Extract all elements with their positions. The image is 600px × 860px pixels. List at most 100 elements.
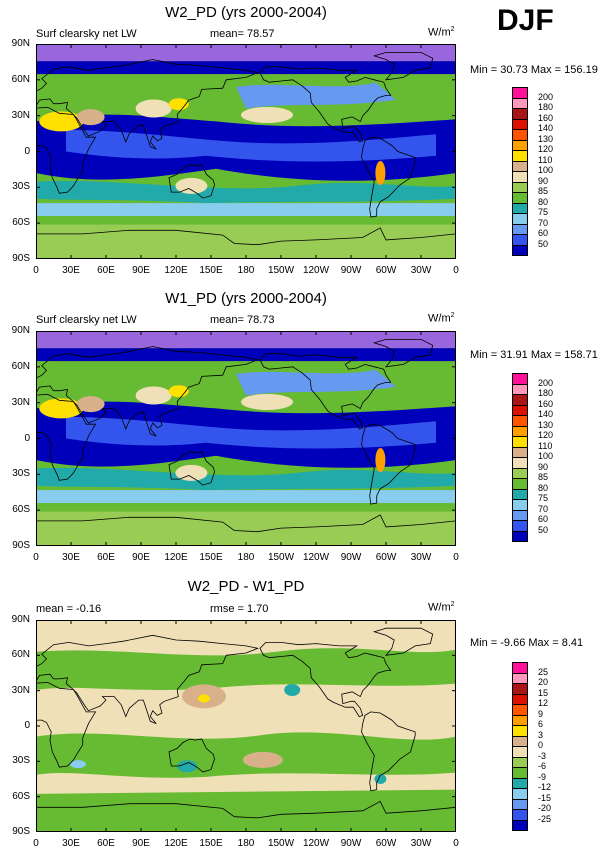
panel-2-variable-label: Surf clearsky net LW bbox=[36, 314, 137, 326]
colorbar-label: 60 bbox=[538, 514, 549, 524]
colorbar-label: 50 bbox=[538, 238, 549, 249]
lon-tick-label: 0 bbox=[453, 552, 459, 563]
lon-tick-label: 90E bbox=[132, 552, 150, 563]
panel-1-mean-label: mean= 78.57 bbox=[210, 28, 275, 40]
lat-tick-label: 60N bbox=[11, 649, 30, 661]
lon-tick-label: 120E bbox=[164, 552, 188, 563]
lon-tick-label: 90E bbox=[132, 838, 150, 849]
panel-3-units: W/m2 bbox=[428, 601, 455, 614]
lat-tick-label: 90N bbox=[11, 614, 30, 625]
lat-tick-label: 30S bbox=[12, 468, 30, 480]
colorbar-label: 20 bbox=[538, 677, 549, 687]
panel-2-map bbox=[36, 331, 456, 546]
lat-tick-label: 60N bbox=[11, 73, 30, 85]
lon-tick-label: 120W bbox=[302, 552, 330, 563]
panel-2-mean-label: mean= 78.73 bbox=[210, 314, 275, 326]
lon-tick-label: 150E bbox=[199, 265, 223, 276]
colorbar-label: 90 bbox=[538, 461, 549, 472]
colorbar-label: 160 bbox=[538, 112, 554, 123]
panel-3-title: W2_PD - W1_PD bbox=[187, 578, 305, 595]
lat-tick-label: 30S bbox=[12, 755, 30, 767]
colorbar-label: 140 bbox=[538, 123, 554, 133]
lon-tick-label: 0 bbox=[33, 838, 39, 849]
colorbar-label: -3 bbox=[538, 750, 547, 761]
colorbar-label: 200 bbox=[538, 377, 554, 388]
panel-1-variable-label: Surf clearsky net LW bbox=[36, 28, 137, 40]
lat-tick-label: 90S bbox=[12, 826, 30, 837]
colorbar-label: 100 bbox=[538, 451, 554, 461]
lon-tick-label: 180 bbox=[237, 552, 255, 563]
lon-tick-label: 150E bbox=[199, 552, 223, 563]
lat-tick-label: 90N bbox=[11, 38, 30, 49]
panel-2-units: W/m2 bbox=[428, 312, 455, 325]
colorbar-label: -6 bbox=[538, 761, 547, 771]
colorbar-label: 85 bbox=[538, 472, 549, 482]
lon-tick-label: 90W bbox=[340, 265, 362, 276]
colorbar-label: -15 bbox=[538, 792, 552, 803]
lon-tick-label: 120E bbox=[164, 265, 188, 276]
lon-tick-label: 60E bbox=[97, 838, 115, 849]
colorbar-label: -20 bbox=[538, 803, 552, 813]
lat-tick-label: 60N bbox=[11, 360, 30, 372]
panel-1-title: W2_PD (yrs 2000-2004) bbox=[165, 4, 327, 21]
colorbar-label: 100 bbox=[538, 165, 554, 175]
lon-tick-label: 150W bbox=[267, 838, 295, 849]
lon-tick-label: 30E bbox=[62, 552, 80, 563]
colorbar-label: 0 bbox=[538, 740, 544, 750]
lon-tick-label: 150W bbox=[267, 265, 295, 276]
colorbar-label: -9 bbox=[538, 771, 547, 782]
colorbar-label: -25 bbox=[538, 813, 552, 824]
panel-1-units: W/m2 bbox=[428, 26, 455, 39]
colorbar-label: 90 bbox=[538, 175, 549, 186]
panel-1-minmax: Min = 30.73 Max = 156.19 bbox=[470, 64, 598, 76]
lon-tick-label: 0 bbox=[33, 552, 39, 563]
lat-tick-label: 90S bbox=[12, 253, 30, 264]
lon-tick-label: 30W bbox=[410, 265, 432, 276]
lat-tick-label: 90N bbox=[11, 325, 30, 336]
colorbar-label: -12 bbox=[538, 782, 552, 792]
lat-tick-label: 90S bbox=[12, 540, 30, 551]
lon-tick-label: 60W bbox=[375, 838, 397, 849]
lon-tick-label: 30E bbox=[62, 265, 80, 276]
panel-3-map bbox=[36, 620, 456, 832]
colorbar-cell bbox=[512, 244, 528, 256]
lon-tick-label: 30W bbox=[410, 552, 432, 563]
lon-tick-label: 150W bbox=[267, 552, 295, 563]
lon-tick-label: 90W bbox=[340, 838, 362, 849]
colorbar-label: 3 bbox=[538, 729, 544, 740]
colorbar-label: 85 bbox=[538, 186, 549, 196]
panel-3-minmax: Min = -9.66 Max = 8.41 bbox=[470, 637, 584, 649]
lat-tick-label: 0 bbox=[24, 432, 30, 444]
lat-tick-label: 30N bbox=[11, 684, 30, 696]
colorbar-label: 140 bbox=[538, 409, 554, 419]
lat-tick-label: 60S bbox=[12, 790, 30, 802]
colorbar-label: 75 bbox=[538, 493, 549, 503]
colorbar-label: 110 bbox=[538, 440, 553, 451]
colorbar-label: 160 bbox=[538, 398, 554, 409]
colorbar-label: 12 bbox=[538, 698, 549, 708]
panel-2-minmax: Min = 31.91 Max = 158.71 bbox=[470, 349, 598, 361]
lon-tick-label: 60W bbox=[375, 552, 397, 563]
colorbar-label: 6 bbox=[538, 719, 544, 729]
panel-3-rmse-label: rmse = 1.70 bbox=[210, 603, 269, 615]
lat-tick-label: 30S bbox=[12, 181, 30, 193]
lon-tick-label: 60E bbox=[97, 552, 115, 563]
lon-tick-label: 180 bbox=[237, 838, 255, 849]
lat-tick-label: 30N bbox=[11, 396, 30, 408]
colorbar-label: 130 bbox=[538, 133, 554, 144]
lon-tick-label: 30W bbox=[410, 838, 432, 849]
colorbar-label: 80 bbox=[538, 196, 549, 207]
colorbar-cell bbox=[512, 530, 528, 542]
lon-tick-label: 180 bbox=[237, 265, 255, 276]
panel-1-map bbox=[36, 44, 456, 259]
lon-tick-label: 0 bbox=[33, 265, 39, 276]
colorbar-label: 60 bbox=[538, 228, 549, 238]
colorbar-label: 70 bbox=[538, 503, 549, 514]
panel-3-mean-label: mean = -0.16 bbox=[36, 603, 102, 615]
colorbar-label: 130 bbox=[538, 419, 554, 430]
colorbar-label: 50 bbox=[538, 524, 549, 535]
colorbar-label: 120 bbox=[538, 430, 554, 440]
colorbar-cell bbox=[512, 819, 528, 831]
colorbar-label: 75 bbox=[538, 207, 549, 217]
colorbar-label: 9 bbox=[538, 708, 544, 719]
